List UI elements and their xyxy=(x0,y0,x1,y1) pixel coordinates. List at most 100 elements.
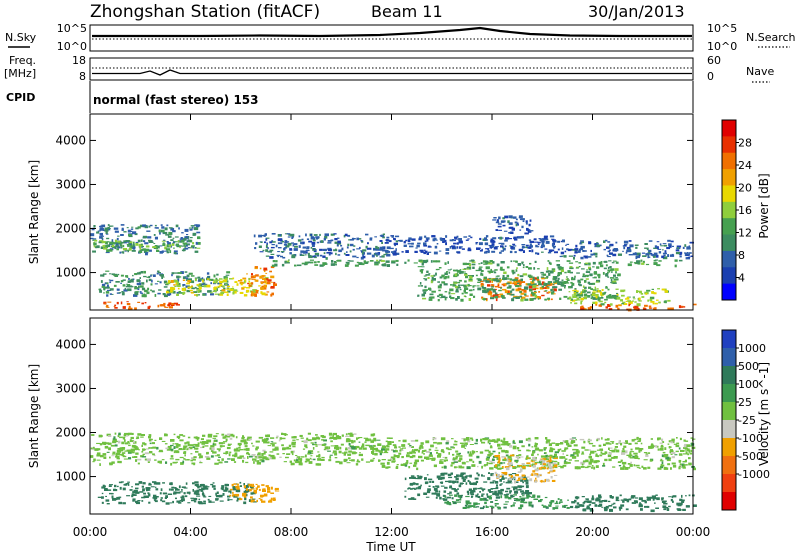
power-cell xyxy=(164,227,168,231)
power-cell xyxy=(525,222,528,225)
power-cell xyxy=(288,233,291,236)
vel-cell xyxy=(330,440,333,443)
vel-cell xyxy=(425,457,430,460)
vel-cell xyxy=(512,466,517,469)
power-colorbar-segment xyxy=(722,218,736,236)
vel-cell xyxy=(534,461,539,464)
power-cell xyxy=(187,247,191,249)
vel-cell xyxy=(489,442,491,445)
power-colorbar-tick: 20 xyxy=(738,182,752,195)
vel-cell xyxy=(431,459,436,461)
power-cell xyxy=(170,289,173,293)
vel-cell xyxy=(135,491,140,494)
vel-cell xyxy=(148,436,151,439)
power-cell xyxy=(418,259,423,262)
power-cell xyxy=(609,253,613,255)
power-cell xyxy=(333,261,337,263)
power-cell xyxy=(162,293,166,296)
vel-cell xyxy=(261,459,265,463)
power-cell xyxy=(476,278,481,280)
velocity-ylabel: Slant Range [km] xyxy=(27,364,41,468)
power-cell xyxy=(270,275,275,279)
vel-cell xyxy=(275,437,278,439)
power-cell xyxy=(529,262,532,265)
vel-cell xyxy=(533,498,537,500)
vel-cell xyxy=(349,453,352,456)
power-cell xyxy=(458,238,462,241)
vel-cell xyxy=(263,451,267,453)
vel-cell xyxy=(341,452,345,454)
vel-cell xyxy=(688,449,691,453)
power-cell xyxy=(573,277,576,281)
vel-cell xyxy=(671,452,676,455)
nave-tick-bottom: 0 xyxy=(707,70,714,83)
power-cell xyxy=(229,289,234,291)
vel-cell xyxy=(581,446,586,449)
power-cell xyxy=(516,282,520,284)
vel-cell xyxy=(361,445,365,447)
vel-cell xyxy=(408,487,411,489)
power-cell xyxy=(463,236,468,238)
power-cell xyxy=(259,267,262,270)
vel-cell xyxy=(487,477,491,481)
power-cell xyxy=(460,298,464,302)
power-cell xyxy=(592,266,595,268)
power-cell xyxy=(486,280,490,283)
vel-cell xyxy=(428,454,433,457)
vel-cell xyxy=(193,443,197,446)
vel-cell xyxy=(557,462,560,465)
vel-cell xyxy=(274,446,279,448)
power-cell xyxy=(524,293,527,296)
vel-cell xyxy=(127,432,132,435)
vel-cell xyxy=(501,475,504,479)
vel-cell xyxy=(285,456,289,459)
vel-cell xyxy=(267,434,270,438)
power-cell xyxy=(537,280,541,283)
vel-cell xyxy=(491,458,495,461)
power-cell xyxy=(689,241,694,244)
vel-cell xyxy=(113,436,116,439)
vel-cell xyxy=(628,498,632,501)
power-cell xyxy=(334,241,339,244)
power-cell xyxy=(337,259,342,262)
vel-cell xyxy=(635,447,640,450)
power-cell xyxy=(641,252,646,254)
vel-cell xyxy=(323,439,327,442)
power-cell xyxy=(532,297,537,300)
power-cell xyxy=(316,241,320,244)
power-cell xyxy=(502,217,505,220)
vel-cell xyxy=(413,452,416,454)
vel-cell xyxy=(638,449,643,452)
power-cell xyxy=(573,256,575,260)
vel-cell xyxy=(468,505,472,508)
power-cell xyxy=(383,253,387,256)
power-cell xyxy=(217,285,221,288)
power-cell xyxy=(686,252,689,254)
power-cell xyxy=(538,282,541,284)
vel-cell xyxy=(370,447,374,450)
power-cell xyxy=(519,285,522,287)
power-cell xyxy=(499,293,504,296)
vel-cell xyxy=(218,461,223,464)
vel-cell xyxy=(398,440,401,442)
vel-cell xyxy=(385,448,390,451)
vel-cell xyxy=(239,456,242,459)
vel-cell xyxy=(571,440,576,443)
vel-cell xyxy=(115,455,118,458)
vel-cell xyxy=(618,461,623,463)
power-cell xyxy=(561,279,564,281)
power-cell xyxy=(105,291,110,294)
vel-cell xyxy=(244,489,250,493)
power-cell xyxy=(580,256,584,260)
vel-cell xyxy=(485,499,489,502)
vel-cell xyxy=(239,455,244,458)
power-cell xyxy=(105,241,108,245)
power-cell xyxy=(93,245,96,248)
power-cell xyxy=(657,288,660,290)
power-cell xyxy=(513,280,516,283)
power-cell xyxy=(119,244,123,247)
power-cell xyxy=(336,243,339,247)
power-cell xyxy=(602,272,605,275)
power-cell xyxy=(117,240,121,243)
power-cell xyxy=(589,268,592,271)
